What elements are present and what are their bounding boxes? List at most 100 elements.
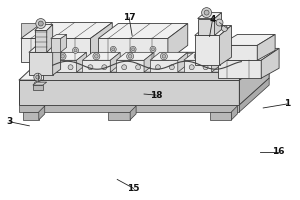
Polygon shape [198,53,231,57]
Polygon shape [210,112,231,120]
Text: 3: 3 [7,117,13,126]
Polygon shape [130,57,158,62]
Circle shape [74,49,77,52]
Polygon shape [231,106,237,120]
Polygon shape [49,60,76,72]
Polygon shape [39,106,45,120]
Circle shape [93,53,100,60]
Polygon shape [150,60,178,72]
Polygon shape [47,25,53,52]
Circle shape [152,48,154,51]
Polygon shape [165,53,199,57]
Polygon shape [95,57,123,62]
Circle shape [53,47,58,53]
Polygon shape [21,23,112,38]
Circle shape [127,53,134,60]
Polygon shape [198,57,226,62]
Polygon shape [19,52,269,80]
Polygon shape [220,26,231,65]
Circle shape [68,65,73,70]
Polygon shape [212,52,221,72]
Polygon shape [165,57,193,62]
Polygon shape [95,53,129,57]
Circle shape [136,65,141,70]
Circle shape [36,83,40,87]
Polygon shape [108,112,130,120]
Polygon shape [130,106,136,120]
Circle shape [34,73,42,81]
Polygon shape [218,60,261,78]
Polygon shape [33,82,47,85]
Polygon shape [218,48,279,60]
Polygon shape [130,53,164,57]
Polygon shape [110,52,120,72]
Polygon shape [43,57,261,72]
Polygon shape [19,80,239,105]
Polygon shape [184,60,212,72]
Text: 18: 18 [150,91,162,100]
Polygon shape [33,85,43,90]
Circle shape [73,47,79,53]
Circle shape [36,19,46,28]
Polygon shape [184,52,221,60]
Polygon shape [35,25,53,30]
Circle shape [169,65,174,70]
Polygon shape [82,60,110,72]
Polygon shape [19,105,239,112]
Circle shape [88,65,93,70]
Polygon shape [220,34,275,45]
Polygon shape [35,30,47,52]
Polygon shape [261,48,279,78]
Polygon shape [21,23,43,38]
Circle shape [54,65,59,70]
Circle shape [38,21,43,26]
Polygon shape [116,60,144,72]
Circle shape [160,53,167,60]
Polygon shape [61,57,88,62]
Circle shape [196,55,200,58]
Polygon shape [82,52,120,60]
Polygon shape [51,34,67,38]
Circle shape [34,49,37,52]
Polygon shape [29,52,53,75]
Circle shape [112,48,115,51]
Polygon shape [239,78,269,112]
Text: 4: 4 [209,15,216,24]
Polygon shape [29,45,61,52]
Polygon shape [61,34,67,52]
Circle shape [122,65,127,70]
Circle shape [130,46,136,52]
Text: 15: 15 [128,184,140,193]
Circle shape [150,46,156,52]
Polygon shape [61,53,94,57]
Circle shape [132,48,135,51]
Circle shape [204,10,209,15]
Polygon shape [53,45,61,75]
Polygon shape [144,52,154,72]
Circle shape [221,26,227,31]
Polygon shape [49,52,86,60]
Text: 16: 16 [272,147,284,156]
Circle shape [34,81,42,89]
Polygon shape [90,23,112,62]
Polygon shape [195,35,220,65]
Polygon shape [150,52,188,60]
Circle shape [128,55,132,58]
Circle shape [94,55,98,58]
Polygon shape [98,38,168,60]
Polygon shape [23,112,39,120]
Polygon shape [51,38,61,52]
Circle shape [203,65,208,70]
Polygon shape [198,13,221,19]
Circle shape [189,65,194,70]
Polygon shape [257,34,275,60]
Polygon shape [98,24,188,38]
Text: 1: 1 [284,99,290,108]
Polygon shape [195,26,231,35]
Circle shape [216,19,223,26]
Circle shape [110,46,116,52]
Circle shape [155,65,160,70]
Text: 17: 17 [123,13,136,22]
Polygon shape [178,52,188,72]
Circle shape [194,53,201,60]
